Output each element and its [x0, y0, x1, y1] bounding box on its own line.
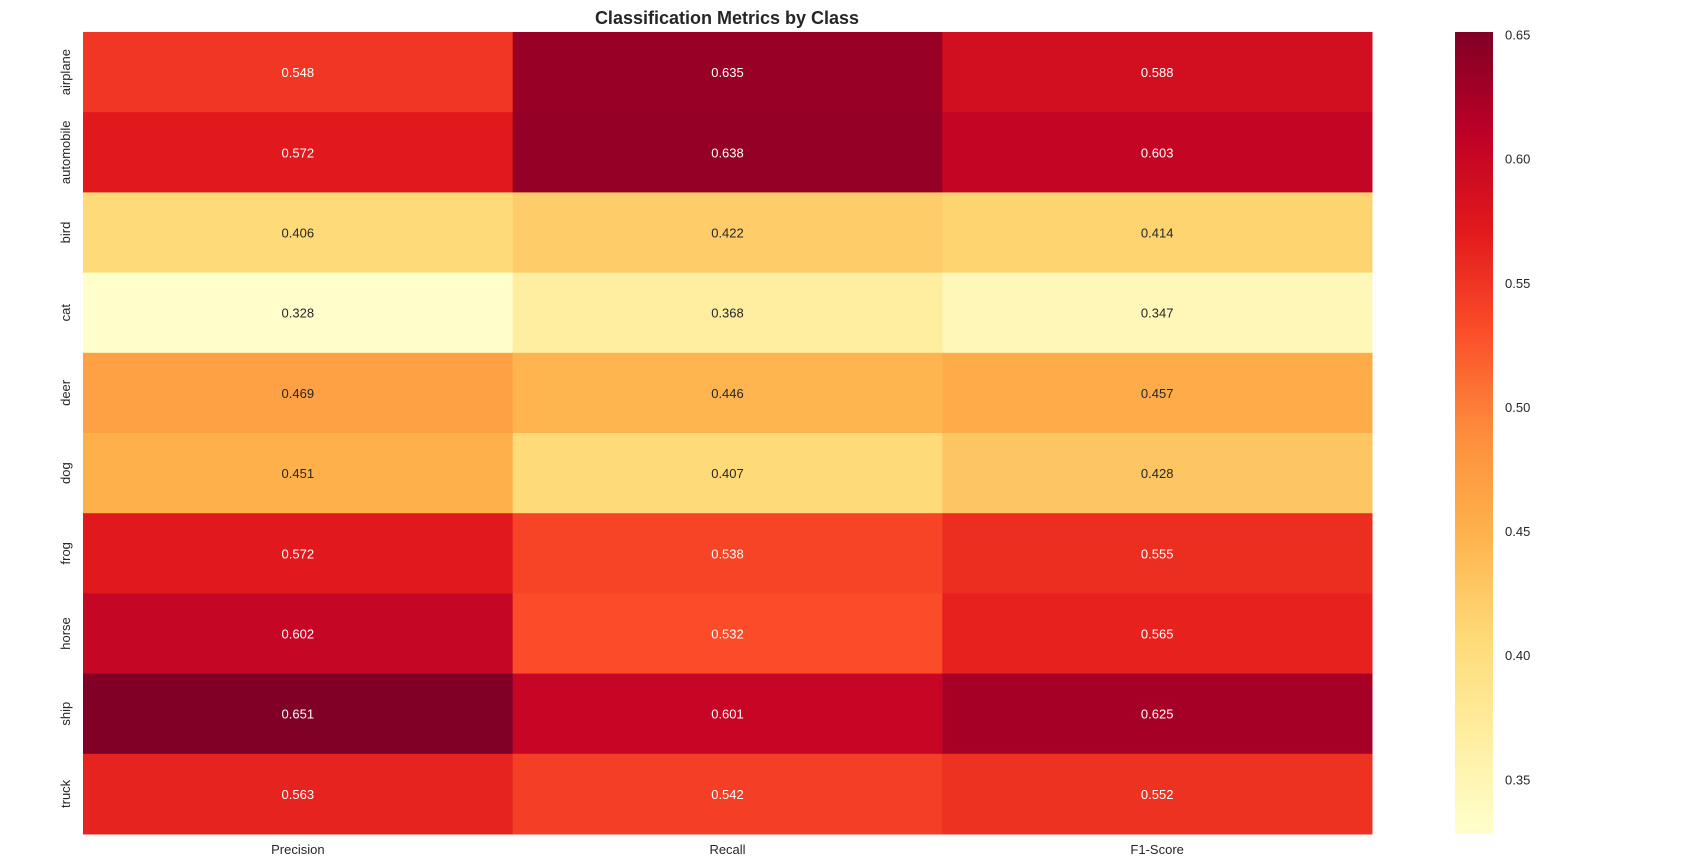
heatmap-cell: [83, 272, 514, 354]
heatmap-cell: [512, 112, 943, 193]
heatmap-cell-value: 0.603: [1141, 145, 1174, 160]
heatmap-cell-value: 0.538: [711, 546, 744, 561]
x-tick-label: F1-Score: [1130, 842, 1183, 856]
heatmap-cell: [512, 32, 943, 113]
y-axis-tick-labels: airplane automobile bird cat deer dog frog hors…: [58, 49, 73, 808]
heatmap-cell-value: 0.555: [1141, 546, 1174, 561]
y-tick-label: deer: [58, 379, 73, 406]
y-tick-label: cat: [58, 304, 73, 322]
heatmap-cell: [83, 593, 514, 675]
heatmap-cell: [512, 593, 943, 675]
heatmap-cell: [512, 433, 943, 514]
heatmap-cell-value: 0.368: [711, 306, 744, 321]
heatmap-cell-value: 0.347: [1141, 306, 1174, 321]
x-tick-label: Recall: [709, 842, 745, 856]
heatmap-cell: [942, 352, 1373, 434]
heatmap-cell-value: 0.414: [1141, 226, 1174, 241]
colorbar-tick-label: 0.35: [1505, 772, 1530, 787]
heatmap-cell: [83, 352, 514, 434]
y-tick-label: ship: [58, 702, 73, 726]
colorbar-tick-label: 0.45: [1505, 524, 1530, 539]
heatmap-cell-value: 0.602: [282, 627, 315, 642]
heatmap-cell-value: 0.635: [711, 65, 744, 80]
colorbar-tick-labels: 0.35 0.40 0.45 0.50 0.55 0.60 0.65: [1505, 27, 1530, 787]
heatmap-cell: [83, 112, 514, 193]
y-tick-label: horse: [58, 617, 73, 650]
heatmap-cell: [83, 513, 514, 594]
heatmap-cell: [942, 753, 1373, 835]
heatmap-cell-value: 0.565: [1141, 627, 1174, 642]
heatmap-cell: [942, 673, 1373, 755]
colorbar-tick-label: 0.60: [1505, 152, 1530, 167]
heatmap-cell: [83, 673, 514, 755]
heatmap-cell: [942, 32, 1373, 113]
heatmap-cell-value: 0.563: [282, 787, 315, 802]
x-axis-tick-labels: Precision Recall F1-Score: [271, 842, 1184, 856]
heatmap-cell: [512, 513, 943, 594]
heatmap-cell: [512, 673, 943, 755]
heatmap-cell-value: 0.407: [711, 466, 744, 481]
heatmap-cell-value: 0.638: [711, 145, 744, 160]
heatmap-cell-value: 0.422: [711, 226, 744, 241]
heatmap-cell: [512, 352, 943, 434]
heatmap-cell-value: 0.548: [282, 65, 315, 80]
heatmap-cell-value: 0.446: [711, 386, 744, 401]
heatmap-cell-value: 0.428: [1141, 466, 1174, 481]
colorbar-tick-label: 0.65: [1505, 27, 1530, 42]
heatmap-cell: [942, 513, 1373, 594]
y-tick-label: airplane: [58, 49, 73, 95]
heatmap-cell-value: 0.588: [1141, 65, 1174, 80]
heatmap-cell-value: 0.651: [282, 707, 315, 722]
heatmap-cell: [942, 433, 1373, 514]
heatmap-cell-value: 0.601: [711, 707, 744, 722]
heatmap-cell: [512, 272, 943, 354]
heatmap-cell-value: 0.532: [711, 627, 744, 642]
y-tick-label: bird: [58, 222, 73, 244]
heatmap-cell: [83, 753, 514, 835]
heatmap-cell: [83, 32, 514, 113]
heatmap-cell: [942, 593, 1373, 675]
heatmap-cell-value: 0.328: [282, 306, 315, 321]
colorbar-tick-label: 0.50: [1505, 400, 1530, 415]
chart-title: Classification Metrics by Class: [595, 8, 859, 28]
colorbar: [1455, 32, 1493, 834]
heatmap-cell: [512, 753, 943, 835]
heatmap-cell-value: 0.542: [711, 787, 744, 802]
heatmap-cell: [83, 433, 514, 514]
heatmap-cell: [512, 192, 943, 274]
y-tick-label: dog: [58, 462, 73, 484]
heatmap-cell-value: 0.406: [282, 226, 315, 241]
x-tick-label: Precision: [271, 842, 324, 856]
heatmap-cell-value: 0.457: [1141, 386, 1174, 401]
heatmap-cells: [83, 32, 1373, 835]
heatmap-cell-value: 0.572: [282, 546, 315, 561]
heatmap-cell: [942, 272, 1373, 354]
heatmap-cell-value: 0.572: [282, 145, 315, 160]
y-tick-label: truck: [58, 779, 73, 808]
heatmap-cell-value: 0.469: [282, 386, 315, 401]
colorbar-tick-label: 0.40: [1505, 648, 1530, 663]
heatmap-cell-value: 0.451: [282, 466, 315, 481]
heatmap-cell: [942, 112, 1373, 193]
heatmap-cell: [83, 192, 514, 274]
y-tick-label: frog: [58, 542, 73, 564]
heatmap-cell-value: 0.552: [1141, 787, 1174, 802]
heatmap-cell-labels: 0.548 0.635 0.588 0.572 0.638 0.603 0.406 0.422…: [282, 65, 1174, 802]
heatmap-cell-value: 0.625: [1141, 707, 1174, 722]
heatmap-cell: [942, 192, 1373, 274]
colorbar-tick-label: 0.55: [1505, 276, 1530, 291]
y-tick-label: automobile: [58, 120, 73, 184]
